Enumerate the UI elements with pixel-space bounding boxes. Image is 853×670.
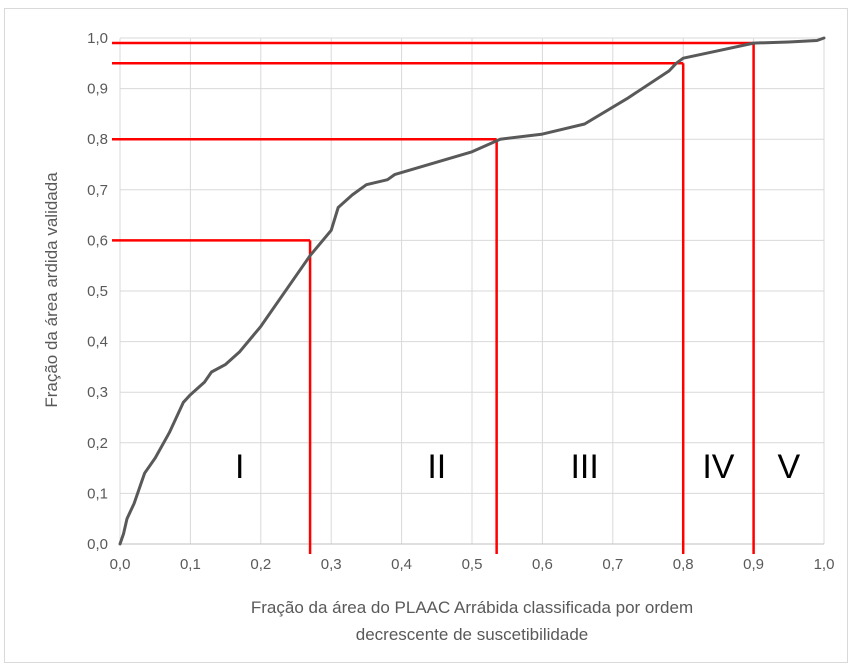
class-label: V	[777, 448, 800, 486]
x-tick-label: 0,7	[602, 556, 623, 573]
x-tick-label: 0,6	[532, 556, 553, 573]
class-label: I	[235, 448, 244, 486]
y-tick-label: 0,0	[87, 536, 108, 553]
x-tick-label: 0,1	[180, 556, 201, 573]
y-tick-label: 0,5	[87, 283, 108, 300]
y-tick-label: 0,2	[87, 435, 108, 452]
y-tick-label: 0,8	[87, 131, 108, 148]
y-axis-title: Fração da área ardida validada	[42, 172, 61, 408]
y-tick-label: 0,9	[87, 81, 108, 98]
y-tick-label: 0,6	[87, 232, 108, 249]
x-axis-title-line-2: decrescente de suscetibilidade	[356, 625, 588, 644]
x-tick-label: 0,5	[462, 556, 483, 573]
x-tick-label: 0,3	[321, 556, 342, 573]
threshold-lines	[112, 41, 755, 554]
x-tick-label: 0,8	[673, 556, 694, 573]
chart-frame	[4, 8, 848, 663]
y-tick-label: 1,0	[87, 30, 108, 47]
series-group	[118, 36, 826, 546]
x-tick-label: 0,4	[391, 556, 412, 573]
class-label: IV	[702, 448, 734, 486]
x-tick-label: 0,9	[743, 556, 764, 573]
x-tick-labels: 0,0 0,1 0,2 0,3 0,4 0,5 0,6 0,7 0,8 0,9 1,0	[110, 556, 835, 573]
x-axis-title-line-1: Fração da área do PLAAC Arrábida classif…	[251, 598, 693, 617]
cumulative-curve	[118, 36, 826, 546]
y-tick-label: 0,1	[87, 485, 108, 502]
y-tick-label: 0,7	[87, 182, 108, 199]
y-tick-labels: 0,0 0,1 0,2 0,3 0,4 0,5 0,6 0,7 0,8 0,9 1,0	[87, 30, 108, 553]
y-tick-label: 0,3	[87, 384, 108, 401]
y-tick-label: 0,4	[87, 334, 108, 351]
class-label: III	[570, 448, 598, 486]
class-labels: I II III IV V	[235, 448, 801, 486]
class-label: II	[427, 448, 446, 486]
x-tick-label: 1,0	[814, 556, 835, 573]
x-tick-label: 0,2	[250, 556, 271, 573]
x-tick-label: 0,0	[110, 556, 131, 573]
